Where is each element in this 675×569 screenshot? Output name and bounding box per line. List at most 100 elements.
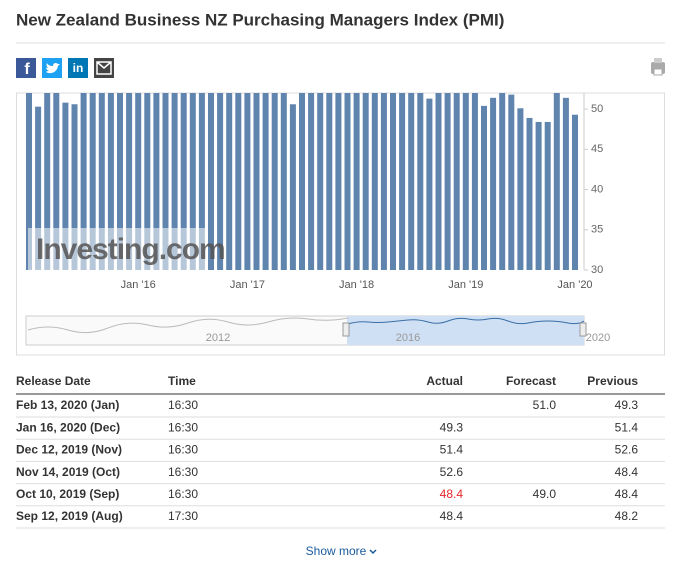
table: Release Date Time Actual Forecast Previous Fe…	[16, 374, 665, 529]
y-tick-label: 45	[591, 143, 603, 155]
mail-glyph	[96, 61, 112, 75]
share-icons[interactable]: f in	[16, 58, 114, 78]
y-tick-label: 30	[591, 264, 603, 276]
table-header: Forecast	[506, 374, 556, 388]
table-header: Release Date	[16, 374, 91, 388]
table-cell: 52.6	[615, 443, 639, 457]
bar	[453, 93, 460, 270]
y-tick-label: 50	[591, 103, 603, 115]
table-cell: Nov 14, 2019 (Oct)	[16, 465, 120, 479]
bar	[335, 93, 342, 270]
bar	[353, 93, 360, 270]
bar	[226, 93, 233, 271]
navigator-label: 2020	[586, 332, 610, 344]
bar	[308, 93, 315, 271]
table-cell: Sep 12, 2019 (Aug)	[16, 509, 123, 523]
bar	[444, 93, 451, 270]
bar	[89, 93, 96, 271]
navigator-label: 2012	[206, 332, 230, 344]
bar	[544, 121, 551, 270]
bar	[390, 93, 396, 270]
bar	[262, 93, 269, 270]
bar	[426, 98, 433, 270]
table-cell: 51.4	[615, 420, 639, 434]
print-icon[interactable]	[651, 58, 665, 76]
bar	[117, 93, 123, 270]
bar	[481, 105, 487, 270]
bar	[471, 93, 478, 271]
bar	[62, 102, 69, 271]
bar	[517, 108, 524, 270]
bar	[280, 93, 287, 270]
bar	[198, 93, 205, 270]
bar	[171, 93, 178, 271]
bar	[299, 93, 305, 271]
table-cell: Jan 16, 2020 (Dec)	[16, 420, 120, 434]
show-more[interactable]: Show more	[306, 544, 367, 558]
bar	[271, 93, 278, 270]
bar	[189, 93, 196, 270]
bar	[53, 93, 60, 270]
bar	[508, 94, 515, 270]
bar	[344, 93, 351, 271]
bar	[562, 97, 569, 270]
bar	[435, 93, 442, 270]
bar	[26, 93, 32, 270]
navigator-handle[interactable]	[579, 322, 587, 337]
table-cell: 17:30	[168, 509, 198, 523]
table-cell: 48.2	[615, 509, 639, 523]
bar	[235, 93, 242, 270]
y-tick-label: 35	[591, 224, 603, 236]
navigator-window[interactable]	[347, 316, 584, 345]
y-tick-label: 40	[591, 183, 603, 195]
navigator-line	[347, 317, 585, 325]
watermark: Investing.com	[36, 233, 225, 266]
table-cell: 48.4	[615, 465, 639, 479]
navigator-label: 2016	[396, 332, 420, 344]
bar	[399, 93, 406, 270]
bar	[371, 93, 378, 271]
table-cell: 16:30	[168, 465, 198, 479]
bar	[490, 97, 497, 270]
bar	[326, 93, 333, 270]
table-cell: Dec 12, 2019 (Nov)	[16, 443, 122, 457]
bar	[408, 93, 415, 271]
twitter-glyph	[46, 62, 60, 74]
bar	[380, 93, 387, 270]
watermark-bg	[28, 228, 208, 270]
facebook[interactable]	[16, 58, 36, 78]
bar	[526, 117, 533, 270]
table-cell: 16:30	[168, 487, 198, 501]
bar	[499, 93, 506, 270]
in-glyph: in	[73, 61, 84, 75]
table-header: Previous	[587, 374, 638, 388]
table-cell: 16:30	[168, 420, 198, 434]
table-cell: 52.6	[440, 465, 464, 479]
x-tick-label: Jan '17	[230, 279, 265, 291]
title: New Zealand Business NZ Purchasing Manag…	[16, 10, 504, 29]
navigator-line-old	[27, 317, 349, 334]
navigator-handle[interactable]	[342, 322, 350, 337]
x-tick-label: Jan '19	[448, 279, 483, 291]
bar	[553, 93, 560, 270]
bar	[180, 93, 187, 270]
x-tick-label: Jan '18	[339, 279, 374, 291]
bar	[98, 93, 105, 270]
table-cell: 49.0	[533, 487, 557, 501]
x-tick-label: Jan '16	[121, 279, 156, 291]
table-header: Actual	[426, 374, 463, 388]
bar	[535, 121, 542, 270]
fb-glyph: f	[24, 61, 30, 78]
bar	[253, 93, 260, 270]
bar	[362, 93, 369, 270]
x-tick-label: Jan '20	[557, 279, 592, 291]
bar	[462, 93, 469, 270]
table-cell: 48.4	[440, 487, 464, 501]
bar	[217, 93, 224, 270]
table-header: Time	[168, 374, 196, 388]
linkedin[interactable]	[68, 58, 88, 78]
bar	[162, 93, 169, 270]
bar	[208, 93, 214, 271]
